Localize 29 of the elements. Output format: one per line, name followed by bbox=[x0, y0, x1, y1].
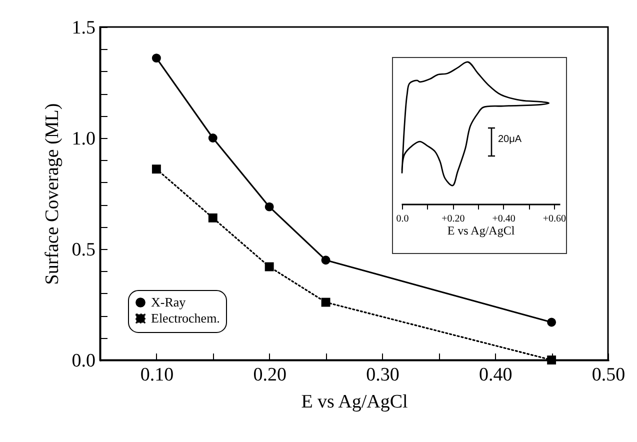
x-tick-label: 0.30 bbox=[366, 364, 400, 386]
legend-label: Electrochem. bbox=[151, 310, 220, 326]
point bbox=[547, 356, 556, 364]
point bbox=[264, 262, 274, 272]
y-tick-label: 1.0 bbox=[72, 128, 96, 150]
point bbox=[208, 213, 218, 222]
point bbox=[547, 318, 556, 327]
y-tick-label: 0.5 bbox=[72, 240, 96, 260]
x-axis-title: E vs Ag/AgCl bbox=[447, 224, 516, 238]
x-tick-label: 0.10 bbox=[140, 364, 174, 386]
point bbox=[152, 54, 161, 63]
x-tick-label: 0.50 bbox=[592, 364, 626, 386]
y-axis-title: Surface Coverage (ML) bbox=[42, 103, 63, 285]
point bbox=[208, 134, 218, 142]
y-tick-label: 1.5 bbox=[72, 18, 96, 38]
x-tick-label: +0.60 bbox=[542, 214, 566, 224]
point bbox=[321, 298, 330, 307]
x-tick-label: 0.0 bbox=[396, 214, 409, 224]
legend-label: X-Ray bbox=[151, 294, 186, 310]
point bbox=[321, 256, 330, 265]
point bbox=[264, 202, 274, 212]
x-tick-label: 0.40 bbox=[478, 364, 512, 386]
x-tick-label: +0.20 bbox=[442, 214, 465, 224]
x-tick-label: 0.20 bbox=[253, 364, 286, 386]
x-tick-label: +0.40 bbox=[492, 214, 516, 224]
y-tick-label: 0.0 bbox=[72, 350, 96, 372]
annotation: 20μA bbox=[498, 134, 522, 145]
point bbox=[152, 164, 161, 174]
x-axis-title: E vs Ag/AgCl bbox=[301, 392, 408, 412]
